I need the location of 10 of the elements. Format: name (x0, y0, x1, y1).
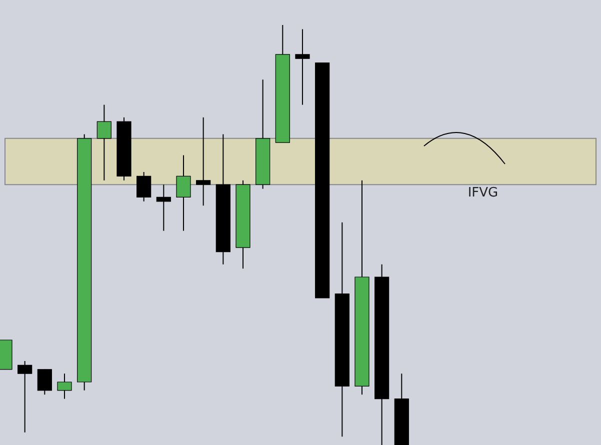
candlestick (37, 368, 52, 396)
candlestick (295, 28, 310, 106)
candlestick (57, 373, 72, 400)
candlestick (18, 360, 32, 433)
candlestick (196, 116, 211, 206)
candlestick (176, 154, 191, 232)
band-label: IFVG (468, 186, 498, 201)
candlestick (96, 104, 112, 181)
candlestick (136, 172, 152, 202)
candlestick (156, 184, 171, 232)
